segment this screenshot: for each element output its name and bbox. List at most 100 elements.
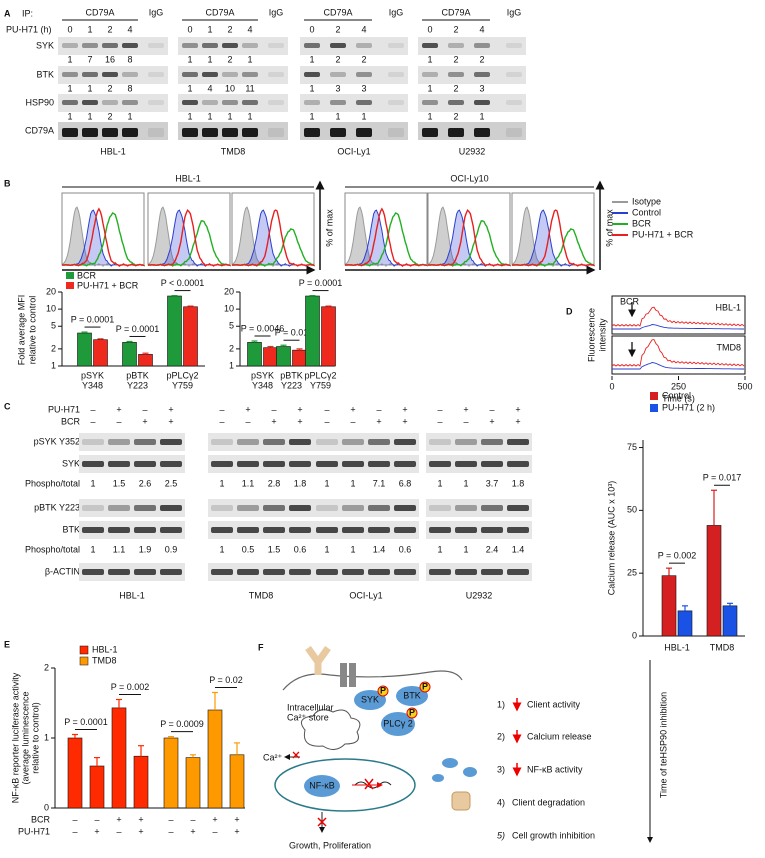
treatment-sign: +	[168, 404, 173, 414]
blot-band	[211, 569, 233, 575]
blot-band	[316, 569, 338, 575]
bar	[77, 332, 92, 367]
time-point: 4	[479, 24, 484, 34]
histogram-pu-bcr	[148, 208, 231, 267]
ratio-value: 2.8	[268, 478, 281, 488]
row-label: BTK	[36, 69, 54, 79]
x-tick-label: pSYK	[251, 370, 274, 380]
ratio-value: 1	[219, 544, 224, 554]
time-point: 2	[335, 24, 340, 34]
blot-band	[342, 505, 364, 511]
blot-band	[448, 100, 464, 105]
blot-band	[211, 505, 233, 511]
time-point: 2	[227, 24, 232, 34]
bar	[292, 349, 307, 367]
control-label: IgG	[149, 7, 164, 17]
blot-label: pSYK Y352	[34, 436, 80, 446]
ratio-value: 1.1	[113, 544, 126, 554]
quantification: 3	[479, 83, 484, 93]
step-number: 3)	[497, 764, 505, 774]
quantification: 1	[427, 83, 432, 93]
ratio-value: 1	[90, 478, 95, 488]
blot-strip	[79, 433, 185, 451]
trace-cell-line: HBL-1	[715, 302, 741, 312]
trace-control	[611, 306, 745, 327]
bar	[207, 709, 223, 809]
phospho-label: P	[422, 681, 428, 691]
legend-label: BCR	[77, 270, 97, 280]
y-axis-label: Fluorescence	[586, 308, 596, 362]
treatment-sign: +	[271, 416, 276, 426]
protein	[354, 690, 386, 710]
blot-strip	[300, 94, 408, 112]
treatment-sign: –	[437, 416, 442, 426]
protein	[396, 686, 428, 706]
blot-band	[429, 505, 451, 511]
blot-band	[134, 527, 156, 533]
blot-band	[368, 439, 390, 445]
blot-band	[429, 461, 451, 467]
quantification: 1	[87, 83, 92, 93]
blot-band	[222, 128, 238, 137]
legend-swatch	[66, 282, 74, 289]
blot-band	[263, 439, 285, 445]
quantification: 2	[479, 54, 484, 64]
ratio-value: 0.6	[294, 544, 307, 554]
condition-sign: +	[212, 814, 217, 824]
blot-band	[481, 439, 503, 445]
blot-band	[202, 128, 218, 137]
blot-strip	[79, 521, 185, 539]
blot-band	[148, 100, 164, 105]
trace-box	[611, 295, 746, 335]
cell-line: U2932	[459, 146, 486, 156]
treatment-label: PU-H71	[48, 404, 80, 414]
bar	[321, 306, 336, 367]
blot-band	[368, 505, 390, 511]
quantification: 1	[247, 54, 252, 64]
treatment-sign: –	[90, 404, 95, 414]
control-label: IgG	[389, 7, 404, 17]
blot-band	[388, 43, 404, 48]
blot-band	[160, 461, 182, 467]
legend-label: Isotype	[632, 196, 661, 206]
cell-line: HBL-1	[100, 146, 126, 156]
client-fragment	[463, 767, 477, 777]
ratio-value: 1.4	[512, 544, 525, 554]
legend-label: TMD8	[92, 655, 117, 665]
y-tick-label: 2	[44, 662, 49, 672]
blot-band	[448, 43, 464, 48]
co-receptor	[349, 663, 356, 687]
blot-band	[429, 569, 451, 575]
blot-band	[62, 100, 78, 105]
nfkb-label: NF-κB	[309, 780, 335, 790]
quantification: 7	[87, 54, 92, 64]
bar	[122, 342, 137, 367]
quantification: 2	[227, 54, 232, 64]
legend-swatch	[79, 656, 89, 666]
treatment-sign: +	[297, 416, 302, 426]
treatment-label: BCR	[61, 416, 81, 426]
y-tick-label: 5	[51, 321, 56, 331]
blot-strip	[313, 521, 419, 539]
time-point: 1	[207, 24, 212, 34]
blot-band	[263, 505, 285, 511]
ratio-label: Phospho/total	[25, 544, 80, 554]
quantification: 4	[207, 83, 212, 93]
blot-band	[242, 100, 258, 105]
legend-label: BCR	[632, 218, 652, 228]
blot-band	[134, 569, 156, 575]
p-value: P = 0.01	[275, 328, 309, 338]
condition-sign: +	[138, 814, 143, 824]
quantification: 1	[67, 111, 72, 121]
blot-band	[102, 72, 118, 77]
cell-line: U2932	[466, 590, 493, 600]
bar	[133, 755, 149, 809]
blot-band	[304, 72, 320, 77]
outcome-label: Growth, Proliferation	[289, 840, 371, 850]
time-point: 0	[427, 24, 432, 34]
protein-label: BTK	[403, 690, 421, 700]
blot-band	[82, 100, 98, 105]
blot-band	[388, 128, 404, 137]
legend-label: Control	[632, 207, 661, 217]
x-tick-label: 500	[737, 381, 752, 391]
